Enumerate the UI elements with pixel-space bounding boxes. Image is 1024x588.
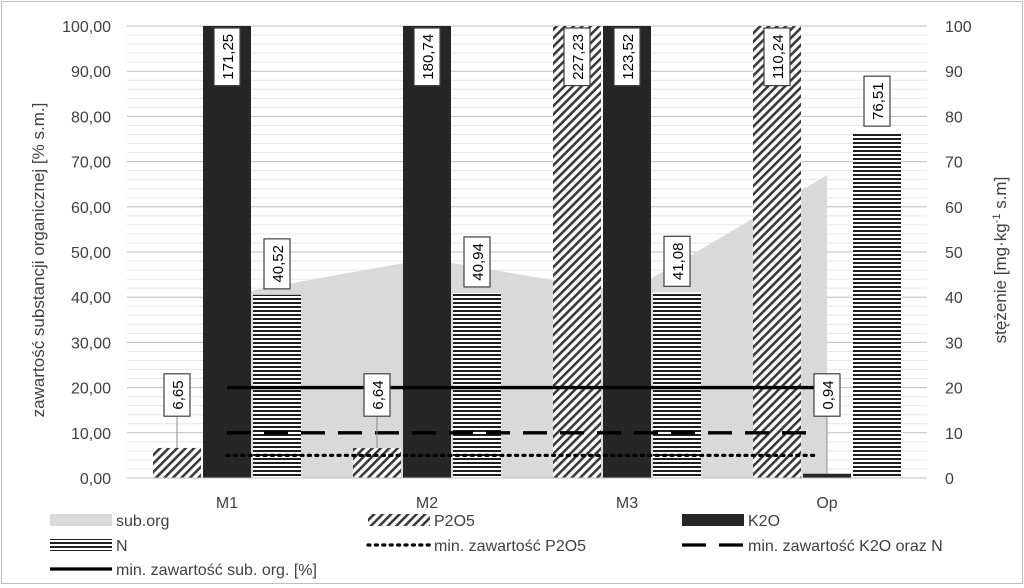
data-label: 76,51 bbox=[870, 82, 887, 120]
data-label: 40,94 bbox=[470, 243, 487, 281]
bar-p2o5-m3 bbox=[553, 26, 601, 478]
y-right-tick-label: 0 bbox=[945, 471, 954, 488]
legend-label: min. zawartość P2O5 bbox=[434, 538, 586, 555]
legend-label: P2O5 bbox=[434, 513, 475, 530]
y-left-tick-label: 80,00 bbox=[71, 109, 111, 126]
bar-p2o5-m2 bbox=[353, 447, 401, 478]
legend-swatch-solid bbox=[682, 514, 744, 526]
data-label: 6,64 bbox=[370, 380, 387, 409]
bar-n-m2 bbox=[453, 292, 501, 478]
data-label: 41,08 bbox=[670, 243, 687, 281]
y-left-tick-label: 30,00 bbox=[71, 335, 111, 352]
data-label-box bbox=[213, 27, 241, 87]
data-label-box bbox=[413, 27, 441, 87]
y-right-tick-label: 70 bbox=[945, 155, 963, 172]
y-left-axis-title: zawartość substancji organicznej [% s.m.… bbox=[29, 103, 48, 418]
y-left-tick-label: 0,00 bbox=[80, 471, 111, 488]
bar-k2o-m3 bbox=[603, 26, 651, 478]
y-right-tick-label: 30 bbox=[945, 335, 963, 352]
data-label-box bbox=[613, 27, 641, 87]
legend-swatch-horizontal bbox=[50, 539, 112, 551]
y-right-tick-label: 60 bbox=[945, 200, 963, 217]
data-label: 123,52 bbox=[620, 34, 637, 80]
data-label: 180,74 bbox=[420, 34, 437, 80]
y-right-tick-label: 10 bbox=[945, 426, 963, 443]
data-label: 227,23 bbox=[570, 34, 587, 80]
y-right-axis-title-tail: s.m] bbox=[991, 177, 1010, 214]
y-left-tick-label: 100,00 bbox=[62, 19, 111, 36]
y-left-tick-label: 70,00 bbox=[71, 155, 111, 172]
bar-n-m3 bbox=[653, 292, 701, 478]
x-category-label: M2 bbox=[416, 495, 438, 512]
data-label-box bbox=[763, 27, 791, 87]
y-right-tick-label: 90 bbox=[945, 64, 963, 81]
data-label-box bbox=[463, 236, 491, 288]
data-label: 0,94 bbox=[820, 380, 837, 409]
bar-n-op bbox=[853, 132, 901, 478]
x-category-label: M1 bbox=[216, 495, 238, 512]
legend-swatch-area bbox=[50, 514, 112, 526]
bar-p2o5-op bbox=[753, 26, 801, 478]
y-right-tick-label: 40 bbox=[945, 290, 963, 307]
y-right-tick-label: 100 bbox=[945, 19, 972, 36]
y-right-axis-title-main: stężenie [mg·kg bbox=[991, 223, 1010, 343]
data-label-box bbox=[813, 373, 841, 417]
legend-label: N bbox=[116, 538, 128, 555]
y-left-tick-label: 20,00 bbox=[71, 381, 111, 398]
bar-k2o-m2 bbox=[403, 26, 451, 478]
data-label-box bbox=[663, 235, 691, 287]
y-right-axis-title-sup: -1 bbox=[991, 214, 1003, 224]
legend-label: K2O bbox=[748, 513, 780, 530]
y-left-tick-label: 10,00 bbox=[71, 426, 111, 443]
y-left-tick-label: 50,00 bbox=[71, 245, 111, 262]
data-label: 40,52 bbox=[270, 245, 287, 283]
legend-label: min. zawartość K2O oraz N bbox=[748, 538, 943, 555]
y-right-axis-title: stężenie [mg·kg-1 s.m] bbox=[991, 177, 1010, 344]
data-label-box bbox=[263, 238, 291, 290]
y-right-tick-label: 50 bbox=[945, 245, 963, 262]
data-label: 6,65 bbox=[170, 380, 187, 409]
data-label: 171,25 bbox=[220, 34, 237, 80]
y-right-tick-label: 80 bbox=[945, 109, 963, 126]
bar-k2o-op bbox=[803, 473, 851, 478]
bar-k2o-m1 bbox=[203, 26, 251, 478]
x-category-label: Op bbox=[816, 495, 837, 512]
y-left-tick-label: 40,00 bbox=[71, 290, 111, 307]
data-label-box bbox=[363, 373, 391, 417]
y-left-tick-label: 90,00 bbox=[71, 64, 111, 81]
legend-swatch-diagonal bbox=[368, 514, 430, 526]
data-label-box bbox=[863, 75, 891, 127]
x-category-label: M3 bbox=[616, 495, 638, 512]
y-left-tick-label: 60,00 bbox=[71, 200, 111, 217]
data-label-box bbox=[163, 373, 191, 417]
data-label: 110,24 bbox=[770, 34, 787, 79]
bar-p2o5-m1 bbox=[153, 447, 201, 478]
legend-label: sub.org bbox=[116, 513, 169, 530]
y-right-tick-label: 20 bbox=[945, 381, 963, 398]
data-label-box bbox=[563, 27, 591, 87]
legend-label: min. zawartość sub. org. [%] bbox=[116, 562, 317, 579]
